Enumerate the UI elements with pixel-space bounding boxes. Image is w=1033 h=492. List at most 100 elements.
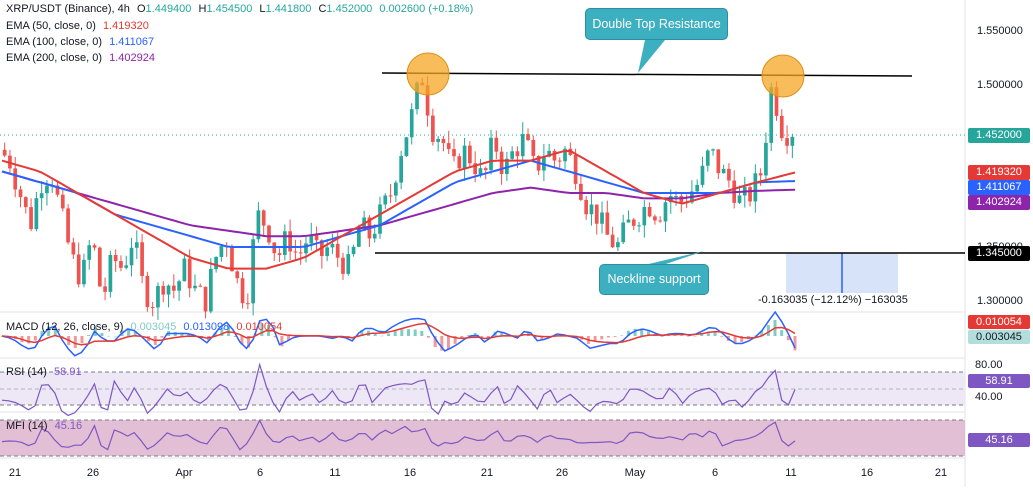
candle-body[interactable] [774, 87, 779, 116]
candle-body[interactable] [674, 195, 678, 197]
candle-body[interactable] [452, 149, 456, 157]
candle-body[interactable] [494, 137, 499, 152]
candle-body[interactable] [610, 234, 615, 248]
candle-body[interactable] [436, 138, 441, 142]
candle-body[interactable] [76, 254, 81, 285]
candle-body[interactable] [468, 145, 472, 164]
candle-body[interactable] [156, 285, 160, 308]
resistance-line[interactable] [381, 72, 913, 77]
candle-body[interactable] [277, 253, 282, 255]
candle-body[interactable] [351, 246, 356, 255]
symbol-name[interactable]: XRP/USDT (Binance), 4h [6, 3, 130, 15]
ema50-legend[interactable]: EMA (50, close, 0) 1.419320 [6, 20, 153, 32]
candle-body[interactable] [510, 151, 515, 159]
candle-body[interactable] [346, 254, 351, 274]
candle-body[interactable] [594, 204, 599, 224]
candle-body[interactable] [600, 212, 604, 224]
candle-body[interactable] [282, 231, 287, 255]
candle-body[interactable] [383, 195, 388, 205]
candle-body[interactable] [372, 233, 377, 239]
candle-body[interactable] [214, 256, 218, 270]
candle-body[interactable] [785, 138, 789, 146]
candle-body[interactable] [695, 184, 700, 192]
candle-body[interactable] [293, 251, 298, 253]
candle-body[interactable] [653, 216, 657, 221]
candle-body[interactable] [124, 265, 129, 268]
candle-body[interactable] [145, 275, 150, 308]
candle-body[interactable] [547, 150, 552, 157]
candle-body[interactable] [129, 247, 134, 266]
candle-body[interactable] [700, 165, 705, 185]
candle-body[interactable] [790, 136, 795, 146]
candle-body[interactable] [642, 206, 647, 226]
candle-body[interactable] [335, 243, 340, 258]
candle-body[interactable] [245, 303, 250, 305]
candle-body[interactable] [489, 137, 493, 171]
candle-body[interactable] [97, 247, 102, 287]
macd-legend[interactable]: MACD (12, 26, close, 9) 0.003045 0.01309… [6, 321, 286, 333]
candle-body[interactable] [727, 168, 731, 181]
candle-body[interactable] [721, 168, 726, 174]
candle-body[interactable] [441, 138, 446, 144]
candle-body[interactable] [425, 85, 430, 116]
candle-body[interactable] [605, 212, 610, 235]
ema100-legend[interactable]: EMA (100, close, 0) 1.411067 [6, 36, 158, 48]
candle-body[interactable] [579, 183, 583, 200]
candle-body[interactable] [711, 149, 715, 151]
candle-body[interactable] [140, 242, 144, 276]
ema200-legend[interactable]: EMA (200, close, 0) 1.402924 [6, 52, 159, 64]
candle-body[interactable] [230, 246, 234, 272]
candle-body[interactable] [82, 259, 86, 285]
mfi-legend[interactable]: MFI (14) 45.16 [6, 420, 86, 432]
candle-body[interactable] [415, 82, 419, 110]
candle-body[interactable] [198, 285, 203, 287]
candle-body[interactable] [573, 154, 578, 184]
candle-body[interactable] [39, 193, 44, 199]
candle-body[interactable] [552, 150, 557, 161]
candle-body[interactable] [119, 261, 123, 268]
candle-body[interactable] [404, 137, 409, 157]
candle-body[interactable] [663, 202, 668, 222]
candle-body[interactable] [769, 87, 774, 143]
candle-body[interactable] [251, 239, 255, 304]
candle-body[interactable] [103, 286, 107, 292]
candle-body[interactable] [298, 252, 303, 254]
candle-body[interactable] [462, 145, 467, 169]
candle-body[interactable] [658, 220, 663, 222]
candle-body[interactable] [193, 285, 197, 289]
candle-body[interactable] [647, 206, 652, 217]
candle-body[interactable] [748, 187, 752, 202]
candle-body[interactable] [113, 255, 118, 262]
candle-body[interactable] [378, 204, 382, 234]
candle-body[interactable] [753, 173, 758, 202]
candle-body[interactable] [60, 194, 65, 209]
candle-body[interactable] [431, 115, 435, 142]
candle-body[interactable] [71, 242, 76, 255]
candle-body[interactable] [616, 242, 620, 248]
candle-body[interactable] [187, 258, 192, 289]
candle-body[interactable] [256, 210, 261, 240]
candle-body[interactable] [29, 207, 33, 230]
top-marker-2[interactable] [761, 54, 805, 98]
candle-body[interactable] [13, 168, 18, 190]
candle-body[interactable] [473, 163, 478, 175]
candle-body[interactable] [563, 148, 567, 162]
double-top-callout[interactable]: Double Top Resistance [585, 8, 728, 40]
candle-body[interactable] [55, 185, 60, 195]
rsi-legend[interactable]: RSI (14) 58.91 [6, 366, 86, 378]
candle-body[interactable] [457, 156, 462, 169]
candle-body[interactable] [2, 149, 7, 156]
candle-body[interactable] [203, 286, 208, 312]
candle-body[interactable] [478, 168, 483, 175]
candle-body[interactable] [446, 143, 451, 150]
candle-body[interactable] [637, 225, 641, 227]
candle-body[interactable] [18, 189, 23, 198]
candle-body[interactable] [314, 234, 319, 241]
candle-body[interactable] [526, 134, 530, 140]
candle-body[interactable] [92, 245, 97, 248]
candle-body[interactable] [309, 234, 314, 244]
candle-body[interactable] [399, 156, 403, 183]
candle-body[interactable] [499, 151, 504, 174]
candle-body[interactable] [631, 219, 636, 226]
candle-body[interactable] [235, 271, 240, 279]
